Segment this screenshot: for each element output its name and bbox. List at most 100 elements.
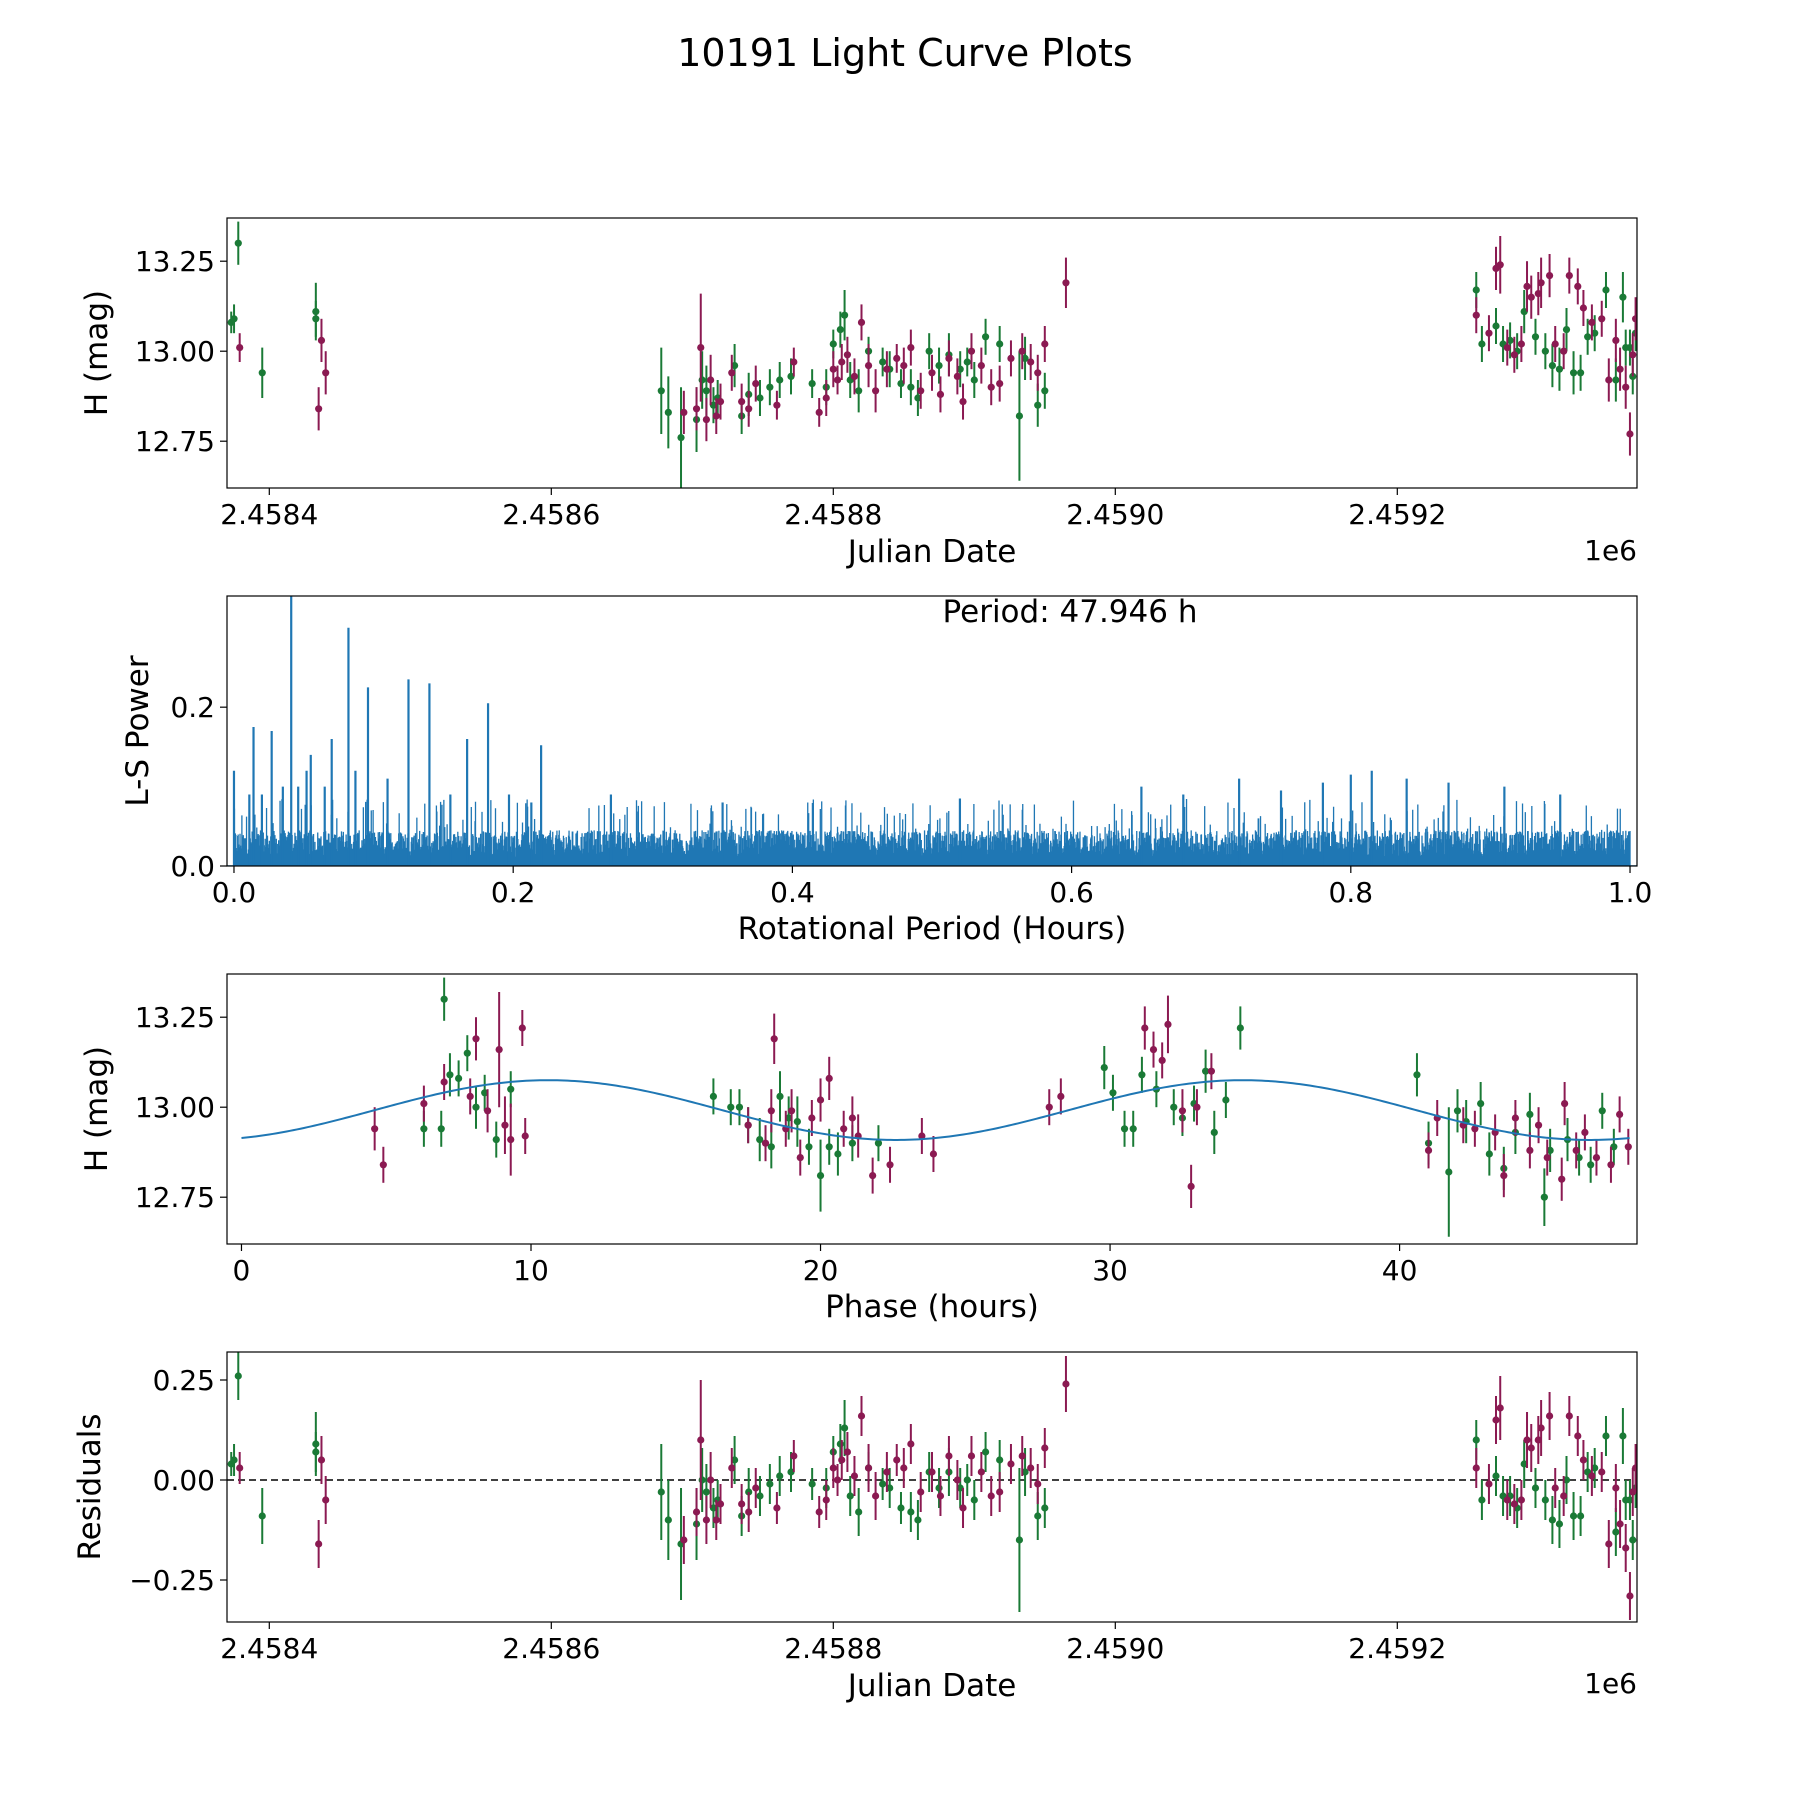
- residuals-point-green: [1577, 1512, 1585, 1520]
- phased-point-green: [1575, 1154, 1583, 1162]
- lightcurve-point-green: [664, 408, 672, 416]
- periodogram-frame: [226, 595, 1638, 867]
- phased-point-purple: [840, 1125, 848, 1133]
- lightcurve-point-purple: [1503, 344, 1511, 352]
- lightcurve-point-green: [808, 380, 816, 388]
- phased-point-green: [507, 1085, 515, 1093]
- lightcurve-point-green: [698, 376, 706, 384]
- residuals-point-green: [1034, 1512, 1042, 1520]
- periodogram-panel: 0.0 0.2 0.4 0.6 0.8 1.0 0.0 0.2 Rotational Peri…: [120, 594, 1652, 947]
- lightcurve-point-purple: [1616, 365, 1624, 373]
- phased-point-green: [709, 1092, 718, 1100]
- residuals-point-purple: [857, 1412, 866, 1420]
- residuals-point-purple: [692, 1508, 701, 1516]
- periodogram-ytick-label: 0.0: [170, 850, 215, 883]
- residuals-point-green: [914, 1516, 922, 1524]
- lightcurve-point-purple: [953, 372, 961, 380]
- periodogram-ticks: 0.0 0.2 0.4 0.6 0.8 1.0 0.0 0.2: [170, 691, 1652, 909]
- phased-point-purple: [1141, 1024, 1149, 1032]
- lightcurve-point-purple: [829, 365, 837, 373]
- residuals-point-green: [1021, 1468, 1029, 1476]
- lightcurve-ytick-label: 13.25: [135, 245, 215, 278]
- phased-point-green: [1138, 1071, 1146, 1079]
- lightcurve-point-purple: [815, 408, 823, 416]
- lightcurve-point-purple: [707, 376, 715, 384]
- phased-point-green: [825, 1143, 833, 1151]
- lightcurve-point-purple: [773, 401, 781, 409]
- lightcurve-xlabel: Julian Date: [846, 534, 1017, 570]
- periodogram-xlabel: Rotational Period (Hours): [738, 911, 1127, 947]
- residuals-point-purple: [716, 1500, 725, 1508]
- phased-point-green: [455, 1074, 463, 1082]
- phased-point-purple: [787, 1107, 796, 1115]
- lightcurve-point-purple: [728, 369, 736, 377]
- phased-frame: [226, 973, 1638, 1245]
- lightcurve-point-purple: [822, 394, 830, 402]
- lightcurve-point-purple: [1527, 293, 1535, 301]
- residuals-ticks: 2.4584 2.4586 2.4588 2.4590 2.4592 −0.25 0.00 0…: [129, 1364, 1446, 1665]
- phased-point-green: [1202, 1067, 1210, 1075]
- residuals-point-green: [1041, 1504, 1049, 1512]
- lightcurve-point-purple: [996, 380, 1004, 388]
- lightcurve-point-green: [312, 308, 320, 316]
- residuals-point-green: [1548, 1516, 1556, 1524]
- lightcurve-point-purple: [1598, 315, 1606, 323]
- periodogram-xtick-label: 0.4: [770, 876, 815, 909]
- lightcurve-xtick-label: 2.4584: [220, 498, 318, 531]
- residuals-point-purple: [1034, 1480, 1042, 1488]
- residuals-point-purple: [907, 1440, 915, 1448]
- lightcurve-point-purple: [838, 358, 846, 366]
- lightcurve-point-purple: [977, 362, 985, 370]
- phased-point-purple: [848, 1114, 856, 1122]
- phased-point-green: [1236, 1024, 1244, 1032]
- phased-point-green: [1477, 1100, 1485, 1108]
- residuals-point-purple: [1574, 1432, 1582, 1440]
- residuals-point-green: [1478, 1496, 1486, 1504]
- residuals-point-green: [709, 1504, 718, 1512]
- lightcurve-point-green: [897, 380, 905, 388]
- residuals-ylabel: Residuals: [72, 1413, 108, 1560]
- periodogram-xtick-label: 0.8: [1329, 876, 1374, 909]
- phased-point-green: [756, 1136, 764, 1144]
- lightcurve-point-purple: [1560, 347, 1568, 355]
- residuals-point-purple: [1472, 1464, 1480, 1472]
- lightcurve-point-green: [230, 315, 238, 323]
- lightcurve-ytick-label: 13.00: [135, 335, 215, 368]
- residuals-frame: [226, 1351, 1638, 1623]
- lightcurve-point-green: [1548, 362, 1556, 370]
- lightcurve-point-green: [914, 394, 922, 402]
- lightcurve-point-green: [1555, 365, 1564, 373]
- lightcurve-point-green: [787, 372, 795, 380]
- phased-ytick-label: 13.25: [135, 1001, 215, 1034]
- phased-point-green: [1445, 1168, 1453, 1176]
- lightcurve-point-purple: [987, 383, 995, 391]
- lightcurve-point-purple: [1537, 279, 1545, 287]
- phased-point-purple: [507, 1136, 515, 1144]
- phased-point-purple: [1158, 1056, 1166, 1064]
- lightcurve-point-purple: [702, 416, 711, 424]
- phased-point-green: [481, 1089, 489, 1097]
- residuals-point-green: [1629, 1536, 1637, 1544]
- lightcurve-ytick-label: 12.75: [135, 425, 215, 458]
- phased-point-green: [1109, 1089, 1117, 1097]
- phased-point-green: [1587, 1161, 1595, 1169]
- lightcurve-point-green: [731, 362, 739, 370]
- phased-point-purple: [1207, 1067, 1215, 1075]
- lightcurve-point-green: [677, 434, 685, 442]
- lightcurve-point-purple: [967, 347, 976, 355]
- lightcurve-point-green: [709, 401, 718, 409]
- lightcurve-point-purple: [1485, 329, 1493, 337]
- phased-point-green: [440, 995, 448, 1003]
- residuals-marks: [227, 1352, 1637, 1620]
- residuals-point-green: [970, 1496, 978, 1504]
- lightcurve-point-green: [766, 383, 774, 391]
- residuals-point-purple: [752, 1484, 760, 1492]
- lightcurve-point-purple: [745, 405, 753, 413]
- period-annotation: Period: 47.946 h: [943, 594, 1198, 630]
- residuals-point-green: [956, 1484, 964, 1492]
- residuals-point-purple: [967, 1452, 976, 1460]
- phased-point-purple: [918, 1132, 926, 1140]
- lightcurve-point-green: [776, 376, 784, 384]
- lightcurve-point-green: [829, 340, 837, 348]
